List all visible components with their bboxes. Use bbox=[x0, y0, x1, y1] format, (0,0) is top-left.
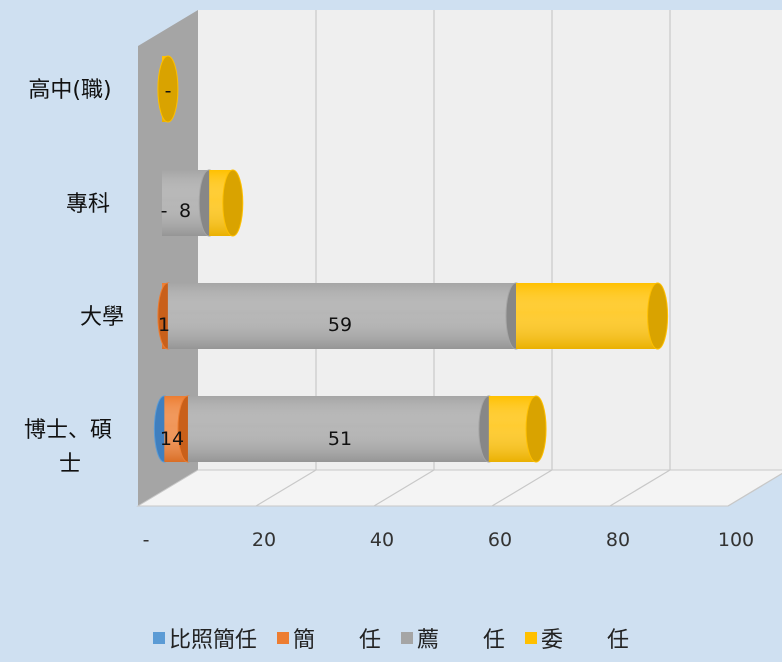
legend-item: 薦 任 bbox=[401, 622, 505, 654]
floor-gridline bbox=[373, 469, 435, 507]
x-tick-label: 40 bbox=[370, 529, 394, 551]
category-label: 大學 bbox=[80, 305, 124, 330]
bar-cap bbox=[157, 55, 179, 123]
floor-gridline bbox=[491, 469, 553, 507]
bar-segment bbox=[516, 282, 669, 350]
data-label: - bbox=[161, 200, 168, 222]
legend-item: 比照簡任 bbox=[152, 622, 257, 654]
data-label: 59 bbox=[328, 314, 352, 336]
legend-swatch bbox=[401, 632, 413, 644]
legend-item: 簡 任 bbox=[276, 622, 381, 654]
bar-segment bbox=[209, 169, 244, 237]
legend-label: 委 任 bbox=[541, 628, 630, 653]
data-label: 14 bbox=[160, 428, 184, 450]
bar-shade bbox=[167, 283, 516, 349]
floor-gridline bbox=[255, 469, 317, 507]
legend-label: 簡 任 bbox=[292, 628, 381, 653]
x-tick-label: 20 bbox=[252, 529, 276, 551]
bar-segment bbox=[488, 395, 547, 463]
category-label: 士 bbox=[59, 452, 81, 477]
data-label: 51 bbox=[328, 428, 352, 450]
bar-cap bbox=[647, 282, 669, 350]
bar-cap bbox=[222, 169, 244, 237]
x-tick-label: 80 bbox=[606, 529, 630, 551]
floor bbox=[136, 469, 782, 507]
legend-swatch bbox=[152, 632, 165, 644]
x-tick-label: 60 bbox=[488, 529, 512, 551]
side-wall bbox=[138, 10, 198, 506]
legend-swatch bbox=[276, 632, 289, 644]
bar-cap bbox=[525, 395, 547, 463]
legend-label: 比照簡任 bbox=[168, 628, 257, 653]
legend-item: 委 任 bbox=[525, 622, 629, 654]
back-wall bbox=[198, 10, 782, 470]
category-label: 高中(職) bbox=[28, 78, 111, 103]
bar-shade bbox=[516, 283, 658, 349]
data-label: 8 bbox=[179, 200, 191, 222]
category-label: 專科 bbox=[66, 192, 110, 217]
bar-shade bbox=[187, 396, 489, 462]
bar-segment bbox=[157, 55, 179, 123]
legend-label: 薦 任 bbox=[417, 628, 506, 653]
legend: 比照簡任 簡 任 薦 任 委 任 bbox=[0, 622, 782, 654]
data-label: 1 bbox=[158, 314, 170, 336]
category-label: 博士、碩 bbox=[24, 418, 112, 443]
floor-gridline bbox=[727, 472, 782, 507]
legend-swatch bbox=[525, 632, 538, 644]
data-label: - bbox=[165, 80, 172, 102]
x-tick-label: - bbox=[143, 529, 150, 551]
floor-gridline bbox=[609, 469, 671, 507]
x-tick-label: 100 bbox=[718, 529, 754, 551]
